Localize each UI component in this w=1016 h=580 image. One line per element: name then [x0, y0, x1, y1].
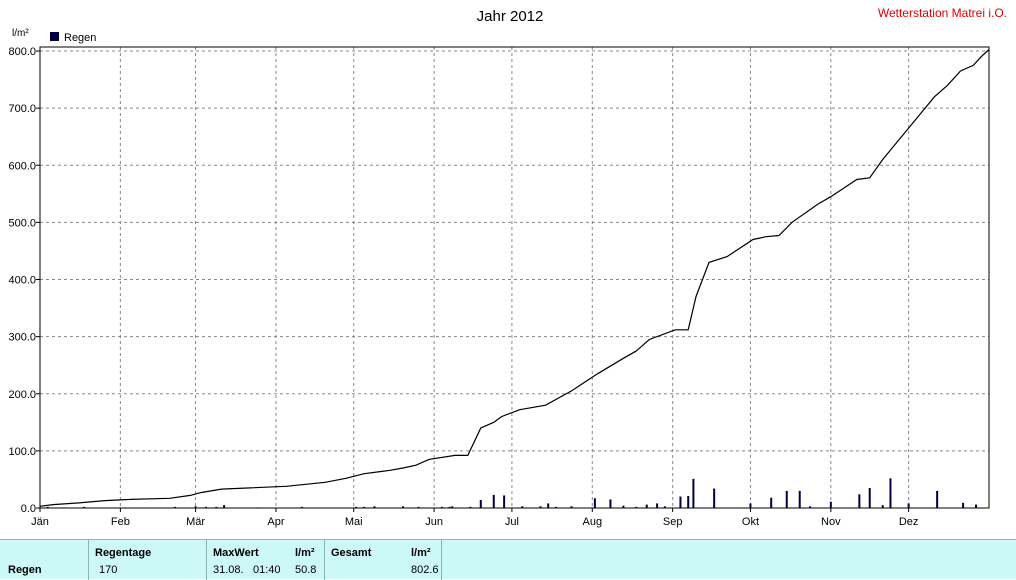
- rain-bar: [469, 506, 472, 508]
- rain-bar: [809, 506, 812, 508]
- rain-bar: [975, 504, 978, 508]
- rain-bar: [440, 506, 443, 508]
- x-tick-label: Okt: [742, 516, 759, 528]
- rain-bar: [539, 506, 542, 508]
- rain-bar: [645, 504, 648, 508]
- regentage-cell: Regentage 170: [88, 540, 206, 580]
- rain-bar: [881, 505, 884, 508]
- x-tick-label: Mär: [186, 516, 205, 528]
- rain-bar: [300, 506, 303, 508]
- rain-bar: [173, 506, 176, 508]
- rain-bar: [713, 488, 716, 508]
- rain-bar: [503, 495, 506, 508]
- legend-label: Regen: [64, 32, 96, 44]
- cumulative-line-group: [39, 49, 990, 507]
- maxwert-cell: MaxWert l/m² 31.08. 01:40 50.8: [206, 540, 324, 580]
- x-tick-label: Nov: [821, 516, 841, 528]
- maxwert-time: 01:40: [253, 564, 281, 576]
- x-tick-label: Mai: [345, 516, 363, 528]
- chart-title: Jahr 2012: [477, 8, 544, 25]
- rain-bar: [868, 488, 871, 508]
- y-tick-label: 700.0: [8, 103, 36, 115]
- rain-bar: [889, 478, 892, 508]
- rain-bar: [663, 506, 666, 508]
- rain-bar: [204, 506, 207, 508]
- y-axis-unit: l/m²: [12, 28, 29, 39]
- gesamt-unit: l/m²: [411, 547, 431, 559]
- y-tick-label: 0.0: [21, 503, 36, 515]
- x-tick-label: Sep: [663, 516, 683, 528]
- rain-bar: [936, 490, 939, 508]
- x-tick-label: Jul: [505, 516, 519, 528]
- rain-bar: [829, 501, 832, 508]
- maxwert-unit: l/m²: [295, 547, 315, 559]
- rain-bar: [492, 494, 495, 508]
- rain-bar: [907, 503, 910, 508]
- regentage-label: Regentage: [95, 547, 152, 559]
- rain-bar: [46, 506, 49, 508]
- rain-bar: [635, 506, 638, 508]
- y-tick-label: 500.0: [8, 217, 36, 229]
- y-tick-label: 300.0: [8, 332, 36, 344]
- rain-bar: [798, 490, 801, 508]
- maxwert-value: 50.8: [295, 564, 317, 576]
- rain-bar: [785, 490, 788, 508]
- x-tick-label: Jun: [425, 516, 443, 528]
- rain-bar: [402, 506, 405, 508]
- rain-bar: [770, 497, 773, 508]
- rain-bar: [593, 498, 596, 508]
- rain-bar: [692, 478, 695, 508]
- summary-panel: Regen Regentage 170 MaxWert l/m² 31.08. …: [0, 539, 1016, 580]
- rain-bar: [521, 506, 524, 508]
- x-tick-label: Feb: [111, 516, 130, 528]
- y-tick-label: 100.0: [8, 446, 36, 458]
- summary-row-label: Regen: [8, 564, 42, 576]
- rain-bar: [448, 506, 451, 508]
- rain-bar: [373, 506, 376, 508]
- grid: [40, 47, 989, 508]
- rain-bar: [194, 506, 197, 508]
- rain-bar: [223, 505, 226, 508]
- rain-bar: [547, 503, 550, 508]
- maxwert-date: 31.08.: [213, 564, 244, 576]
- rain-bar: [687, 496, 690, 508]
- rain-bar: [962, 502, 965, 508]
- rain-bar: [656, 503, 659, 508]
- y-axis: 0.0 100.0 200.0 300.0 400.0 500.0 600.0 700.0 80…: [8, 46, 40, 515]
- rain-bar: [479, 500, 482, 508]
- rain-bar: [215, 506, 218, 508]
- x-tick-label: Apr: [267, 516, 284, 528]
- rain-bar: [858, 494, 861, 508]
- rain-bar: [609, 499, 612, 508]
- station-name: Wetterstation Matrei i.O.: [878, 6, 1007, 20]
- rain-bar: [363, 506, 366, 508]
- gesamt-cell: Gesamt l/m² 802.6: [324, 540, 442, 580]
- y-tick-label: 600.0: [8, 160, 36, 172]
- rain-bar: [355, 506, 358, 508]
- rain-chart: Jahr 2012 Wetterstation Matrei i.O. l/m²…: [8, 6, 1007, 528]
- x-tick-label: Aug: [582, 516, 602, 528]
- y-tick-label: 400.0: [8, 275, 36, 287]
- rain-bar: [417, 506, 420, 508]
- rain-bar: [570, 506, 573, 508]
- y-tick-label: 800.0: [8, 46, 36, 58]
- legend-swatch: [50, 32, 59, 41]
- y-tick-label: 200.0: [8, 389, 36, 401]
- rain-bar: [451, 506, 454, 508]
- plot-frame: [39, 46, 990, 509]
- regentage-value: 170: [99, 564, 118, 576]
- rain-bar: [83, 506, 86, 508]
- rain-bar: [622, 505, 625, 508]
- maxwert-label: MaxWert: [213, 547, 259, 559]
- rain-bar: [554, 506, 557, 508]
- cumulative-rain-line: [39, 49, 990, 507]
- rain-bar: [679, 496, 682, 508]
- rain-bar: [749, 503, 752, 508]
- x-tick-label: Dez: [899, 516, 919, 528]
- gesamt-label: Gesamt: [331, 547, 372, 559]
- x-axis: Jän Feb Mär Apr Mai Jun Jul Aug Sep Okt Nov Dez: [31, 508, 918, 528]
- x-tick-label: Jän: [31, 516, 49, 528]
- gesamt-value: 802.6: [411, 564, 439, 576]
- summary-label-cell: Regen: [0, 540, 88, 580]
